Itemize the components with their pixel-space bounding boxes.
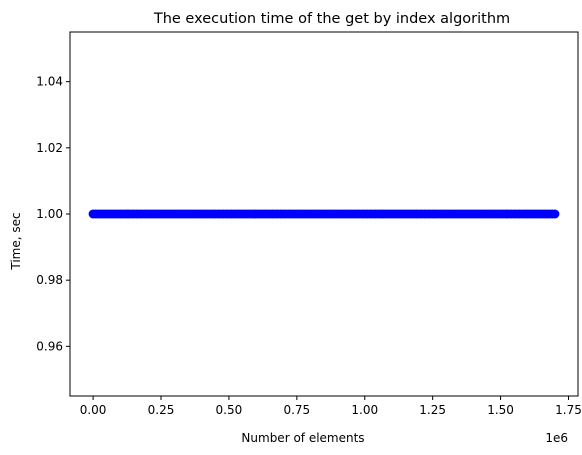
x-tick-label: 1.75 [555,403,582,417]
y-tick-label: 0.98 [36,273,63,287]
data-point [550,209,560,219]
x-tick-label: 0.25 [148,403,175,417]
x-tick-label: 0.00 [80,403,107,417]
x-axis-label: Number of elements [241,431,364,445]
y-axis-ticks: 0.96 0.98 1.00 1.02 1.04 [36,75,70,353]
x-tick-label: 1.00 [351,403,378,417]
data-points [88,209,560,219]
chart-title: The execution time of the get by index a… [153,11,510,27]
x-tick-label: 0.75 [283,403,310,417]
x-axis-ticks: 0.00 0.25 0.50 0.75 1.00 1.25 1.50 1.75 [80,396,582,417]
y-tick-label: 1.02 [36,141,63,155]
y-tick-label: 1.04 [36,75,63,89]
x-tick-label: 1.25 [419,403,446,417]
y-tick-label: 1.00 [36,207,63,221]
y-tick-label: 0.96 [36,339,63,353]
plot-frame [69,31,579,397]
x-offset-text: 1e6 [545,431,568,445]
x-tick-label: 0.50 [216,403,243,417]
x-tick-label: 1.50 [487,403,514,417]
y-axis-label: Time, sec [9,212,23,270]
